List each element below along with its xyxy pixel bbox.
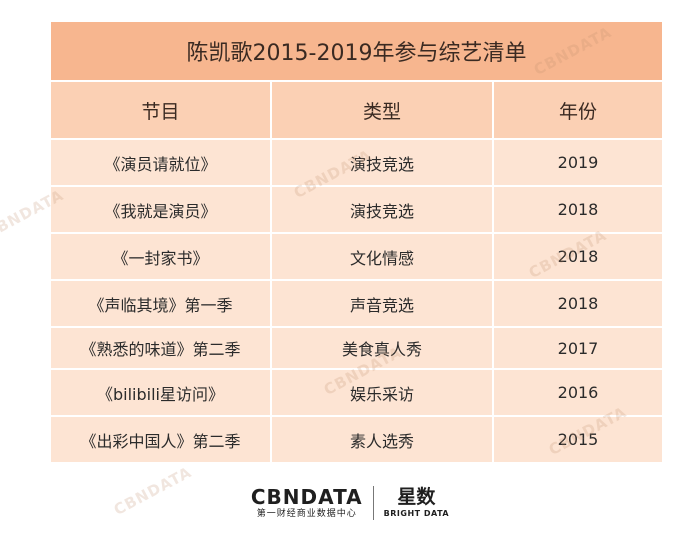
type-cell: 美食真人秀	[341, 340, 422, 359]
type-cell: 文化情感	[349, 248, 414, 268]
year-cell: 2015	[557, 430, 599, 449]
table-title: 陈凯歌2015-2019年参与综艺清单	[51, 22, 662, 80]
type-cell: 演技竞选	[349, 154, 414, 174]
table-row: 《一封家书》 文化情感 2018	[51, 234, 662, 279]
brand-subtitle: 第一财经商业数据中心	[256, 509, 357, 519]
column-divider	[492, 370, 494, 415]
column-divider	[270, 187, 272, 232]
column-divider	[270, 234, 272, 279]
table-row: 《bilibili星访问》 娱乐采访 2016	[51, 370, 662, 415]
partner-name-en: BRIGHT DATA	[383, 509, 450, 518]
show-cell: 《演员请就位》	[104, 154, 217, 174]
year-cell: 2017	[557, 338, 599, 358]
show-cell: 《bilibili星访问》	[97, 384, 224, 404]
column-divider	[270, 328, 272, 368]
year-cell: 2018	[557, 200, 599, 219]
year-cell: 2016	[557, 383, 599, 402]
show-cell: 《熟悉的味道》第二季	[80, 340, 241, 359]
partner-name-cn: 星数	[397, 486, 436, 508]
table-row: 《演员请就位》 演技竞选 2019	[51, 140, 662, 185]
column-divider	[492, 417, 494, 462]
header-year: 年份	[558, 100, 597, 123]
table-row: 《出彩中国人》第二季 素人选秀 2015	[51, 417, 662, 462]
header-row: 节目 类型 年份	[51, 82, 662, 138]
type-cell: 演技竞选	[349, 201, 414, 221]
brand-divider	[372, 486, 374, 520]
show-cell: 《一封家书》	[112, 248, 209, 268]
year-cell: 2018	[557, 294, 599, 313]
show-cell: 《声临其境》第一季	[88, 295, 233, 315]
column-divider	[492, 82, 494, 138]
show-cell: 《出彩中国人》第二季	[80, 431, 241, 451]
column-divider	[270, 281, 272, 326]
header-show: 节目	[141, 100, 180, 123]
column-divider	[492, 140, 494, 185]
show-cell: 《我就是演员》	[104, 201, 217, 221]
type-cell: 素人选秀	[349, 431, 414, 451]
column-divider	[492, 281, 494, 326]
cbndata-logo: CBNDATA 第一财经商业数据中心	[251, 486, 363, 520]
table-row: 《熟悉的味道》第二季 美食真人秀 2017	[51, 328, 662, 368]
table-row: 《声临其境》第一季 声音竞选 2018	[51, 281, 662, 326]
column-divider	[270, 140, 272, 185]
bright-data-logo: 星数 BRIGHT DATA	[384, 486, 449, 520]
column-divider	[270, 417, 272, 462]
type-cell: 娱乐采访	[349, 384, 414, 404]
header-type: 类型	[362, 100, 401, 123]
column-divider	[270, 82, 272, 138]
type-cell: 声音竞选	[349, 295, 414, 315]
footer-branding: CBNDATA 第一财经商业数据中心 星数 BRIGHT DATA	[0, 483, 700, 523]
variety-show-table: 陈凯歌2015-2019年参与综艺清单 节目 类型 年份 《演员请就位》 演技竞…	[51, 22, 662, 462]
column-divider	[492, 234, 494, 279]
year-cell: 2019	[557, 153, 599, 172]
column-divider	[492, 328, 494, 368]
brand-name: CBNDATA	[250, 485, 363, 509]
year-cell: 2018	[557, 247, 599, 266]
column-divider	[270, 370, 272, 415]
column-divider	[492, 187, 494, 232]
table-row: 《我就是演员》 演技竞选 2018	[51, 187, 662, 232]
